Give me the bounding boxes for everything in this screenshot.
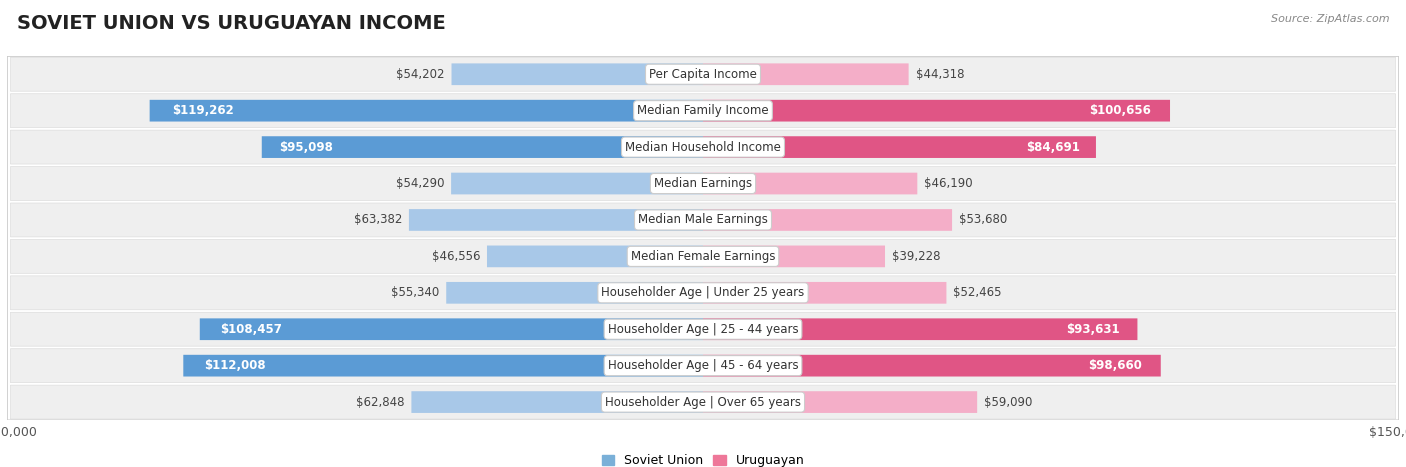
FancyBboxPatch shape (10, 94, 1396, 127)
Text: $46,190: $46,190 (924, 177, 973, 190)
FancyBboxPatch shape (446, 282, 703, 304)
Text: Per Capita Income: Per Capita Income (650, 68, 756, 81)
Text: $44,318: $44,318 (915, 68, 965, 81)
Text: Householder Age | 25 - 44 years: Householder Age | 25 - 44 years (607, 323, 799, 336)
Text: $93,631: $93,631 (1066, 323, 1121, 336)
Text: $108,457: $108,457 (219, 323, 281, 336)
FancyBboxPatch shape (10, 167, 1396, 200)
Text: $52,465: $52,465 (953, 286, 1002, 299)
FancyBboxPatch shape (200, 318, 703, 340)
FancyBboxPatch shape (412, 391, 703, 413)
FancyBboxPatch shape (10, 130, 1396, 164)
FancyBboxPatch shape (451, 173, 703, 194)
Text: $95,098: $95,098 (280, 141, 333, 154)
FancyBboxPatch shape (703, 282, 946, 304)
FancyBboxPatch shape (149, 100, 703, 121)
Text: Median Male Earnings: Median Male Earnings (638, 213, 768, 226)
Text: $84,691: $84,691 (1026, 141, 1080, 154)
Text: $119,262: $119,262 (172, 104, 233, 117)
FancyBboxPatch shape (703, 100, 1170, 121)
FancyBboxPatch shape (10, 312, 1396, 346)
Text: Median Family Income: Median Family Income (637, 104, 769, 117)
Text: SOVIET UNION VS URUGUAYAN INCOME: SOVIET UNION VS URUGUAYAN INCOME (17, 14, 446, 33)
FancyBboxPatch shape (703, 64, 908, 85)
FancyBboxPatch shape (703, 136, 1095, 158)
Text: $39,228: $39,228 (891, 250, 941, 263)
Text: $54,290: $54,290 (395, 177, 444, 190)
FancyBboxPatch shape (10, 57, 1396, 91)
Text: Householder Age | Over 65 years: Householder Age | Over 65 years (605, 396, 801, 409)
FancyBboxPatch shape (10, 276, 1396, 310)
Text: Source: ZipAtlas.com: Source: ZipAtlas.com (1271, 14, 1389, 24)
Text: $98,660: $98,660 (1088, 359, 1143, 372)
Text: $59,090: $59,090 (984, 396, 1032, 409)
FancyBboxPatch shape (183, 355, 703, 376)
FancyBboxPatch shape (10, 240, 1396, 273)
Text: $100,656: $100,656 (1090, 104, 1152, 117)
FancyBboxPatch shape (703, 173, 917, 194)
Text: $112,008: $112,008 (204, 359, 266, 372)
Text: Median Household Income: Median Household Income (626, 141, 780, 154)
FancyBboxPatch shape (703, 318, 1137, 340)
Text: $46,556: $46,556 (432, 250, 479, 263)
FancyBboxPatch shape (10, 349, 1396, 382)
FancyBboxPatch shape (262, 136, 703, 158)
Text: Householder Age | 45 - 64 years: Householder Age | 45 - 64 years (607, 359, 799, 372)
FancyBboxPatch shape (10, 203, 1396, 237)
Text: $62,848: $62,848 (356, 396, 405, 409)
Text: $63,382: $63,382 (353, 213, 402, 226)
FancyBboxPatch shape (451, 64, 703, 85)
FancyBboxPatch shape (703, 355, 1161, 376)
Legend: Soviet Union, Uruguayan: Soviet Union, Uruguayan (596, 449, 810, 467)
Text: Median Female Earnings: Median Female Earnings (631, 250, 775, 263)
FancyBboxPatch shape (409, 209, 703, 231)
Text: Median Earnings: Median Earnings (654, 177, 752, 190)
FancyBboxPatch shape (703, 209, 952, 231)
Text: $54,202: $54,202 (396, 68, 444, 81)
FancyBboxPatch shape (703, 391, 977, 413)
Text: $53,680: $53,680 (959, 213, 1007, 226)
Text: $55,340: $55,340 (391, 286, 439, 299)
FancyBboxPatch shape (703, 246, 884, 267)
Text: Householder Age | Under 25 years: Householder Age | Under 25 years (602, 286, 804, 299)
FancyBboxPatch shape (486, 246, 703, 267)
FancyBboxPatch shape (10, 385, 1396, 419)
